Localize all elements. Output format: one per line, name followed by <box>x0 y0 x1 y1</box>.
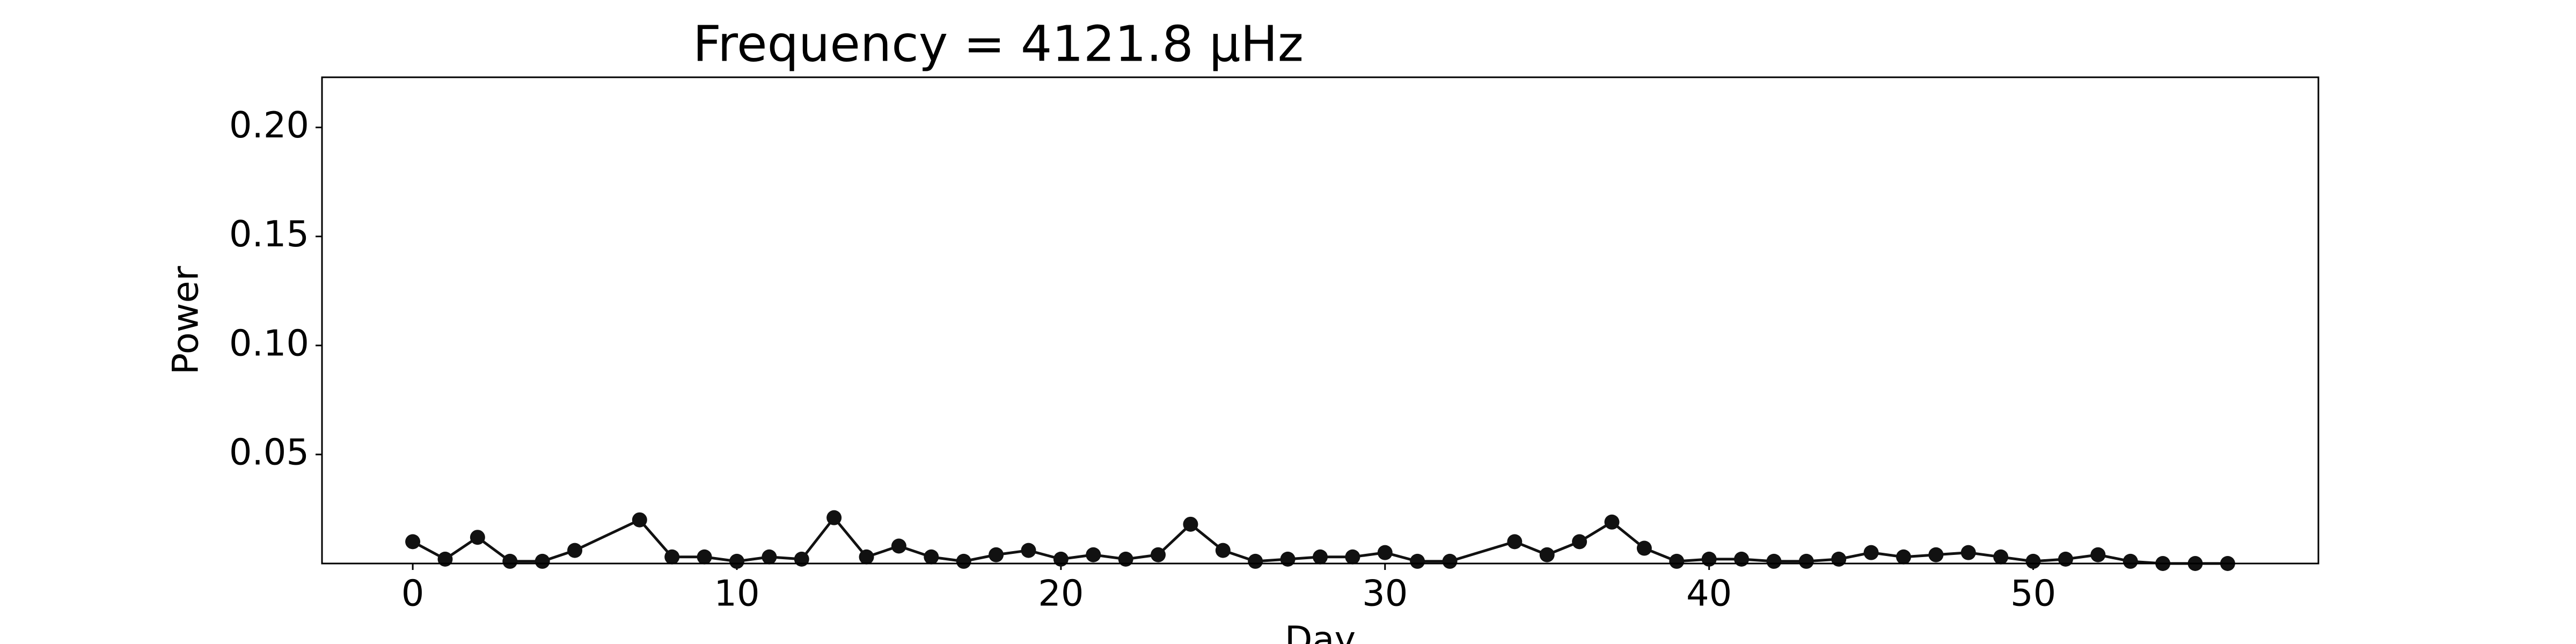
data-point <box>794 551 809 567</box>
y-tick-label: 0.10 <box>229 322 309 364</box>
data-point <box>956 553 971 569</box>
data-point <box>1313 549 1328 565</box>
data-point <box>1345 549 1360 565</box>
data-point <box>859 549 874 565</box>
data-point <box>2090 547 2106 562</box>
data-point <box>729 553 744 569</box>
data-point <box>470 530 485 545</box>
data-point <box>924 549 939 565</box>
data-point <box>1604 514 1620 530</box>
data-point <box>437 551 453 567</box>
data-point <box>1766 553 1782 569</box>
x-tick-label: 20 <box>1038 573 1084 614</box>
data-point <box>1086 547 1101 562</box>
data-point <box>2025 553 2041 569</box>
data-point <box>1442 553 1458 569</box>
data-point <box>1734 551 1750 567</box>
data-point <box>1993 549 2009 565</box>
data-point <box>1053 551 1069 567</box>
y-tick-label: 0.15 <box>229 213 309 255</box>
data-point <box>1572 534 1587 550</box>
data-point <box>891 538 906 554</box>
data-point <box>664 549 680 565</box>
data-point <box>1151 547 1166 562</box>
data-point <box>762 549 777 565</box>
data-point <box>502 553 518 569</box>
y-axis-label: Power <box>165 266 207 375</box>
data-point <box>1831 551 1847 567</box>
data-point <box>1539 547 1555 562</box>
data-point <box>1507 534 1523 550</box>
x-tick-label: 10 <box>714 573 759 614</box>
data-point <box>632 512 647 528</box>
data-point <box>1798 553 1814 569</box>
chart-title: Frequency = 4121.8 μHz <box>693 15 1304 72</box>
plot-frame <box>321 76 2319 565</box>
data-point <box>1118 551 1133 567</box>
data-point <box>1928 547 1944 562</box>
data-point <box>1021 543 1036 558</box>
data-point <box>1248 553 1263 569</box>
data-point <box>1636 540 1652 556</box>
data-point <box>1410 553 1425 569</box>
data-point <box>697 549 712 565</box>
data-point <box>1669 553 1685 569</box>
data-point <box>1701 551 1717 567</box>
x-tick-label: 0 <box>401 573 425 614</box>
y-tick-label: 0.20 <box>229 104 309 146</box>
data-point <box>2058 551 2073 567</box>
data-point <box>1896 549 1912 565</box>
data-point <box>405 534 421 550</box>
data-point <box>2123 553 2138 569</box>
x-tick-label: 30 <box>1362 573 1408 614</box>
data-point <box>1215 543 1231 558</box>
data-point <box>1183 516 1198 532</box>
x-tick-label: 50 <box>2010 573 2056 614</box>
data-point <box>1960 545 1976 560</box>
data-point <box>989 547 1004 562</box>
data-point <box>535 553 550 569</box>
data-point <box>1280 551 1296 567</box>
x-tick-label: 40 <box>1686 573 1732 614</box>
data-point <box>567 543 583 558</box>
data-point <box>1863 545 1879 560</box>
data-point <box>826 510 842 525</box>
data-point <box>1377 545 1393 560</box>
y-tick-label: 0.05 <box>229 431 309 473</box>
x-axis-label: Day <box>1285 619 1356 644</box>
